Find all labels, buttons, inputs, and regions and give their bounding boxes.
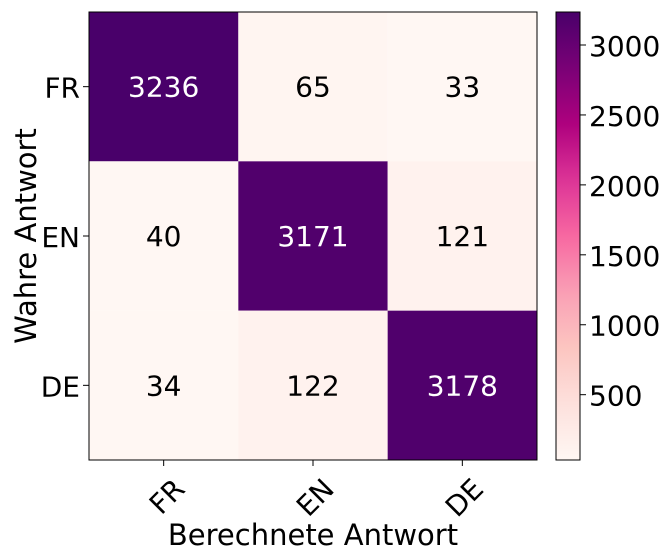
heatmap-cell — [89, 161, 239, 311]
colorbar — [555, 11, 581, 461]
cell-value-label: 3236 — [128, 71, 199, 104]
y-tick-label: EN — [41, 221, 80, 254]
cell-value-label: 3178 — [427, 369, 498, 402]
y-axis-ticks: FR EN DE — [41, 72, 89, 403]
cell-value-label: 65 — [295, 71, 331, 104]
x-tick-label: DE — [439, 472, 490, 523]
x-axis-ticks: FR EN DE — [143, 460, 490, 523]
heatmap-cell — [387, 161, 537, 311]
colorbar-ticks: 500 1000 1500 2000 2500 3000 — [580, 30, 660, 413]
heatmap-cell — [387, 12, 537, 162]
y-axis-label: Wahre Antwort — [9, 128, 43, 344]
colorbar-tick-label: 3000 — [589, 30, 660, 63]
x-tick-label: EN — [290, 472, 341, 523]
colorbar-tick-label: 1500 — [589, 240, 660, 273]
heatmap-cells: 3236 65 33 40 3171 121 34 122 3178 — [89, 12, 537, 460]
heatmap-cell — [89, 310, 239, 460]
cell-value-label: 121 — [436, 220, 489, 253]
cell-value-label: 122 — [286, 369, 339, 402]
colorbar-tick-label: 500 — [589, 380, 642, 413]
heatmap-cell — [387, 310, 537, 460]
y-tick-label: FR — [44, 72, 80, 105]
colorbar-tick-label: 2000 — [589, 170, 660, 203]
heatmap-cell — [238, 310, 388, 460]
cell-value-label: 33 — [445, 71, 481, 104]
cell-value-label: 40 — [146, 220, 182, 253]
y-tick-label: DE — [41, 370, 80, 403]
colorbar-tick-label: 2500 — [589, 100, 660, 133]
x-axis-label: Berechnete Antwort — [168, 518, 458, 552]
heatmap-cell — [238, 12, 388, 162]
colorbar-tick-label: 1000 — [589, 310, 660, 343]
cell-value-label: 3171 — [277, 220, 348, 253]
x-tick-label: FR — [143, 472, 191, 520]
heatmap-cell — [89, 12, 239, 162]
cell-value-label: 34 — [146, 369, 182, 402]
heatmap-cell — [238, 161, 388, 311]
